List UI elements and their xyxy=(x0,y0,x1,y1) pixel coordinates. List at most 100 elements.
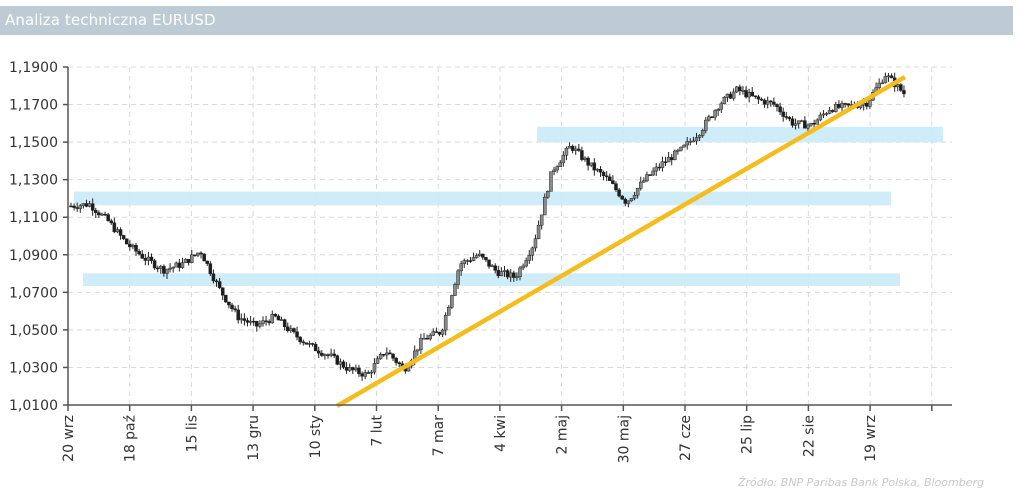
candle-body xyxy=(360,373,364,377)
candle-body xyxy=(741,90,745,92)
candle-body xyxy=(642,180,646,183)
candle-body xyxy=(700,130,705,136)
candle-body xyxy=(564,147,569,156)
candle-body xyxy=(388,352,392,355)
candle-body xyxy=(270,313,275,324)
candle-body xyxy=(883,76,888,84)
candle-body xyxy=(152,260,157,269)
candle-body xyxy=(806,124,810,129)
candle-body xyxy=(159,266,163,269)
candle-body xyxy=(586,157,590,166)
candle-body xyxy=(824,113,829,115)
candle-body xyxy=(264,320,268,323)
candle-body xyxy=(555,166,559,171)
candle-body xyxy=(728,93,733,99)
candle-body xyxy=(416,349,420,352)
y-tick-label: 1,1900 xyxy=(9,60,58,76)
candle-body xyxy=(493,265,497,271)
candle-body xyxy=(676,150,680,152)
y-tick-label: 1,1700 xyxy=(9,98,58,114)
candle-body xyxy=(546,191,550,198)
candle-body xyxy=(313,343,318,352)
candle-body xyxy=(354,367,358,371)
candle-body xyxy=(685,141,689,146)
candle-body xyxy=(214,280,219,283)
candle-body xyxy=(697,135,702,138)
candle-body xyxy=(369,371,374,374)
candle-body xyxy=(580,150,584,160)
candle-body xyxy=(716,109,720,111)
candle-body xyxy=(140,253,144,259)
candle-body xyxy=(673,150,677,161)
candle-body xyxy=(190,254,194,263)
candle-body xyxy=(654,166,658,172)
candle-body xyxy=(419,338,423,350)
candle-body xyxy=(543,196,547,216)
candle-body xyxy=(90,203,95,211)
candle-body xyxy=(837,104,841,108)
candle-body xyxy=(796,120,801,125)
candle-body xyxy=(756,96,761,100)
candle-body xyxy=(347,367,352,371)
candle-body xyxy=(69,205,73,208)
candle-body xyxy=(78,205,83,209)
candle-body xyxy=(710,116,714,118)
candle-body xyxy=(552,169,556,172)
y-tick-label: 1,0500 xyxy=(9,323,58,339)
candle-body xyxy=(592,162,597,171)
candle-body xyxy=(725,93,730,98)
candle-body xyxy=(694,137,699,142)
candle-body xyxy=(896,84,900,88)
candle-body xyxy=(614,183,618,191)
candle-body xyxy=(691,140,696,143)
candle-body xyxy=(809,123,813,126)
candle-body xyxy=(245,320,250,323)
candle-body xyxy=(468,260,473,262)
candle-body xyxy=(834,104,838,112)
candle-body xyxy=(338,361,343,365)
candle-body xyxy=(193,254,197,257)
candle-body xyxy=(230,304,234,309)
candle-body xyxy=(666,157,671,163)
candle-body xyxy=(366,372,371,374)
chart-title-bar: Analiza techniczna EURUSD xyxy=(0,6,1013,35)
candle-body xyxy=(549,171,553,192)
y-tick-label: 1,0700 xyxy=(9,285,58,301)
candle-body xyxy=(840,103,844,108)
x-tick-label: 13 gru xyxy=(246,415,262,461)
candle-body xyxy=(323,354,327,356)
candle-body xyxy=(94,210,98,213)
candle-body xyxy=(385,352,389,356)
candle-body xyxy=(744,90,748,98)
y-tick-label: 1,0100 xyxy=(9,398,58,414)
candle-body xyxy=(180,262,185,268)
candle-body xyxy=(753,95,758,97)
candle-body xyxy=(787,117,792,120)
candle-body xyxy=(570,146,575,151)
x-tick-label: 7 lut xyxy=(370,414,386,446)
candle-body xyxy=(484,257,488,261)
candle-body xyxy=(803,120,807,129)
candle-body xyxy=(611,180,615,184)
candle-body xyxy=(450,295,454,308)
candle-body xyxy=(865,102,869,107)
candle-body xyxy=(128,243,132,248)
candle-body xyxy=(775,104,779,107)
candle-body xyxy=(208,263,213,275)
candle-body xyxy=(310,343,315,345)
candle-body xyxy=(220,287,225,296)
candle-body xyxy=(663,161,668,163)
candle-body xyxy=(273,313,278,317)
candle-body xyxy=(137,250,141,255)
candle-body xyxy=(496,270,501,277)
candle-body xyxy=(174,262,179,268)
candle-body xyxy=(669,157,674,161)
candle-body xyxy=(428,335,432,340)
candle-body xyxy=(704,119,708,131)
candle-body xyxy=(100,213,104,216)
candle-body xyxy=(103,213,107,216)
candle-body xyxy=(183,258,188,263)
candle-body xyxy=(115,229,120,233)
candle-body xyxy=(487,259,491,267)
candle-body xyxy=(165,268,169,274)
